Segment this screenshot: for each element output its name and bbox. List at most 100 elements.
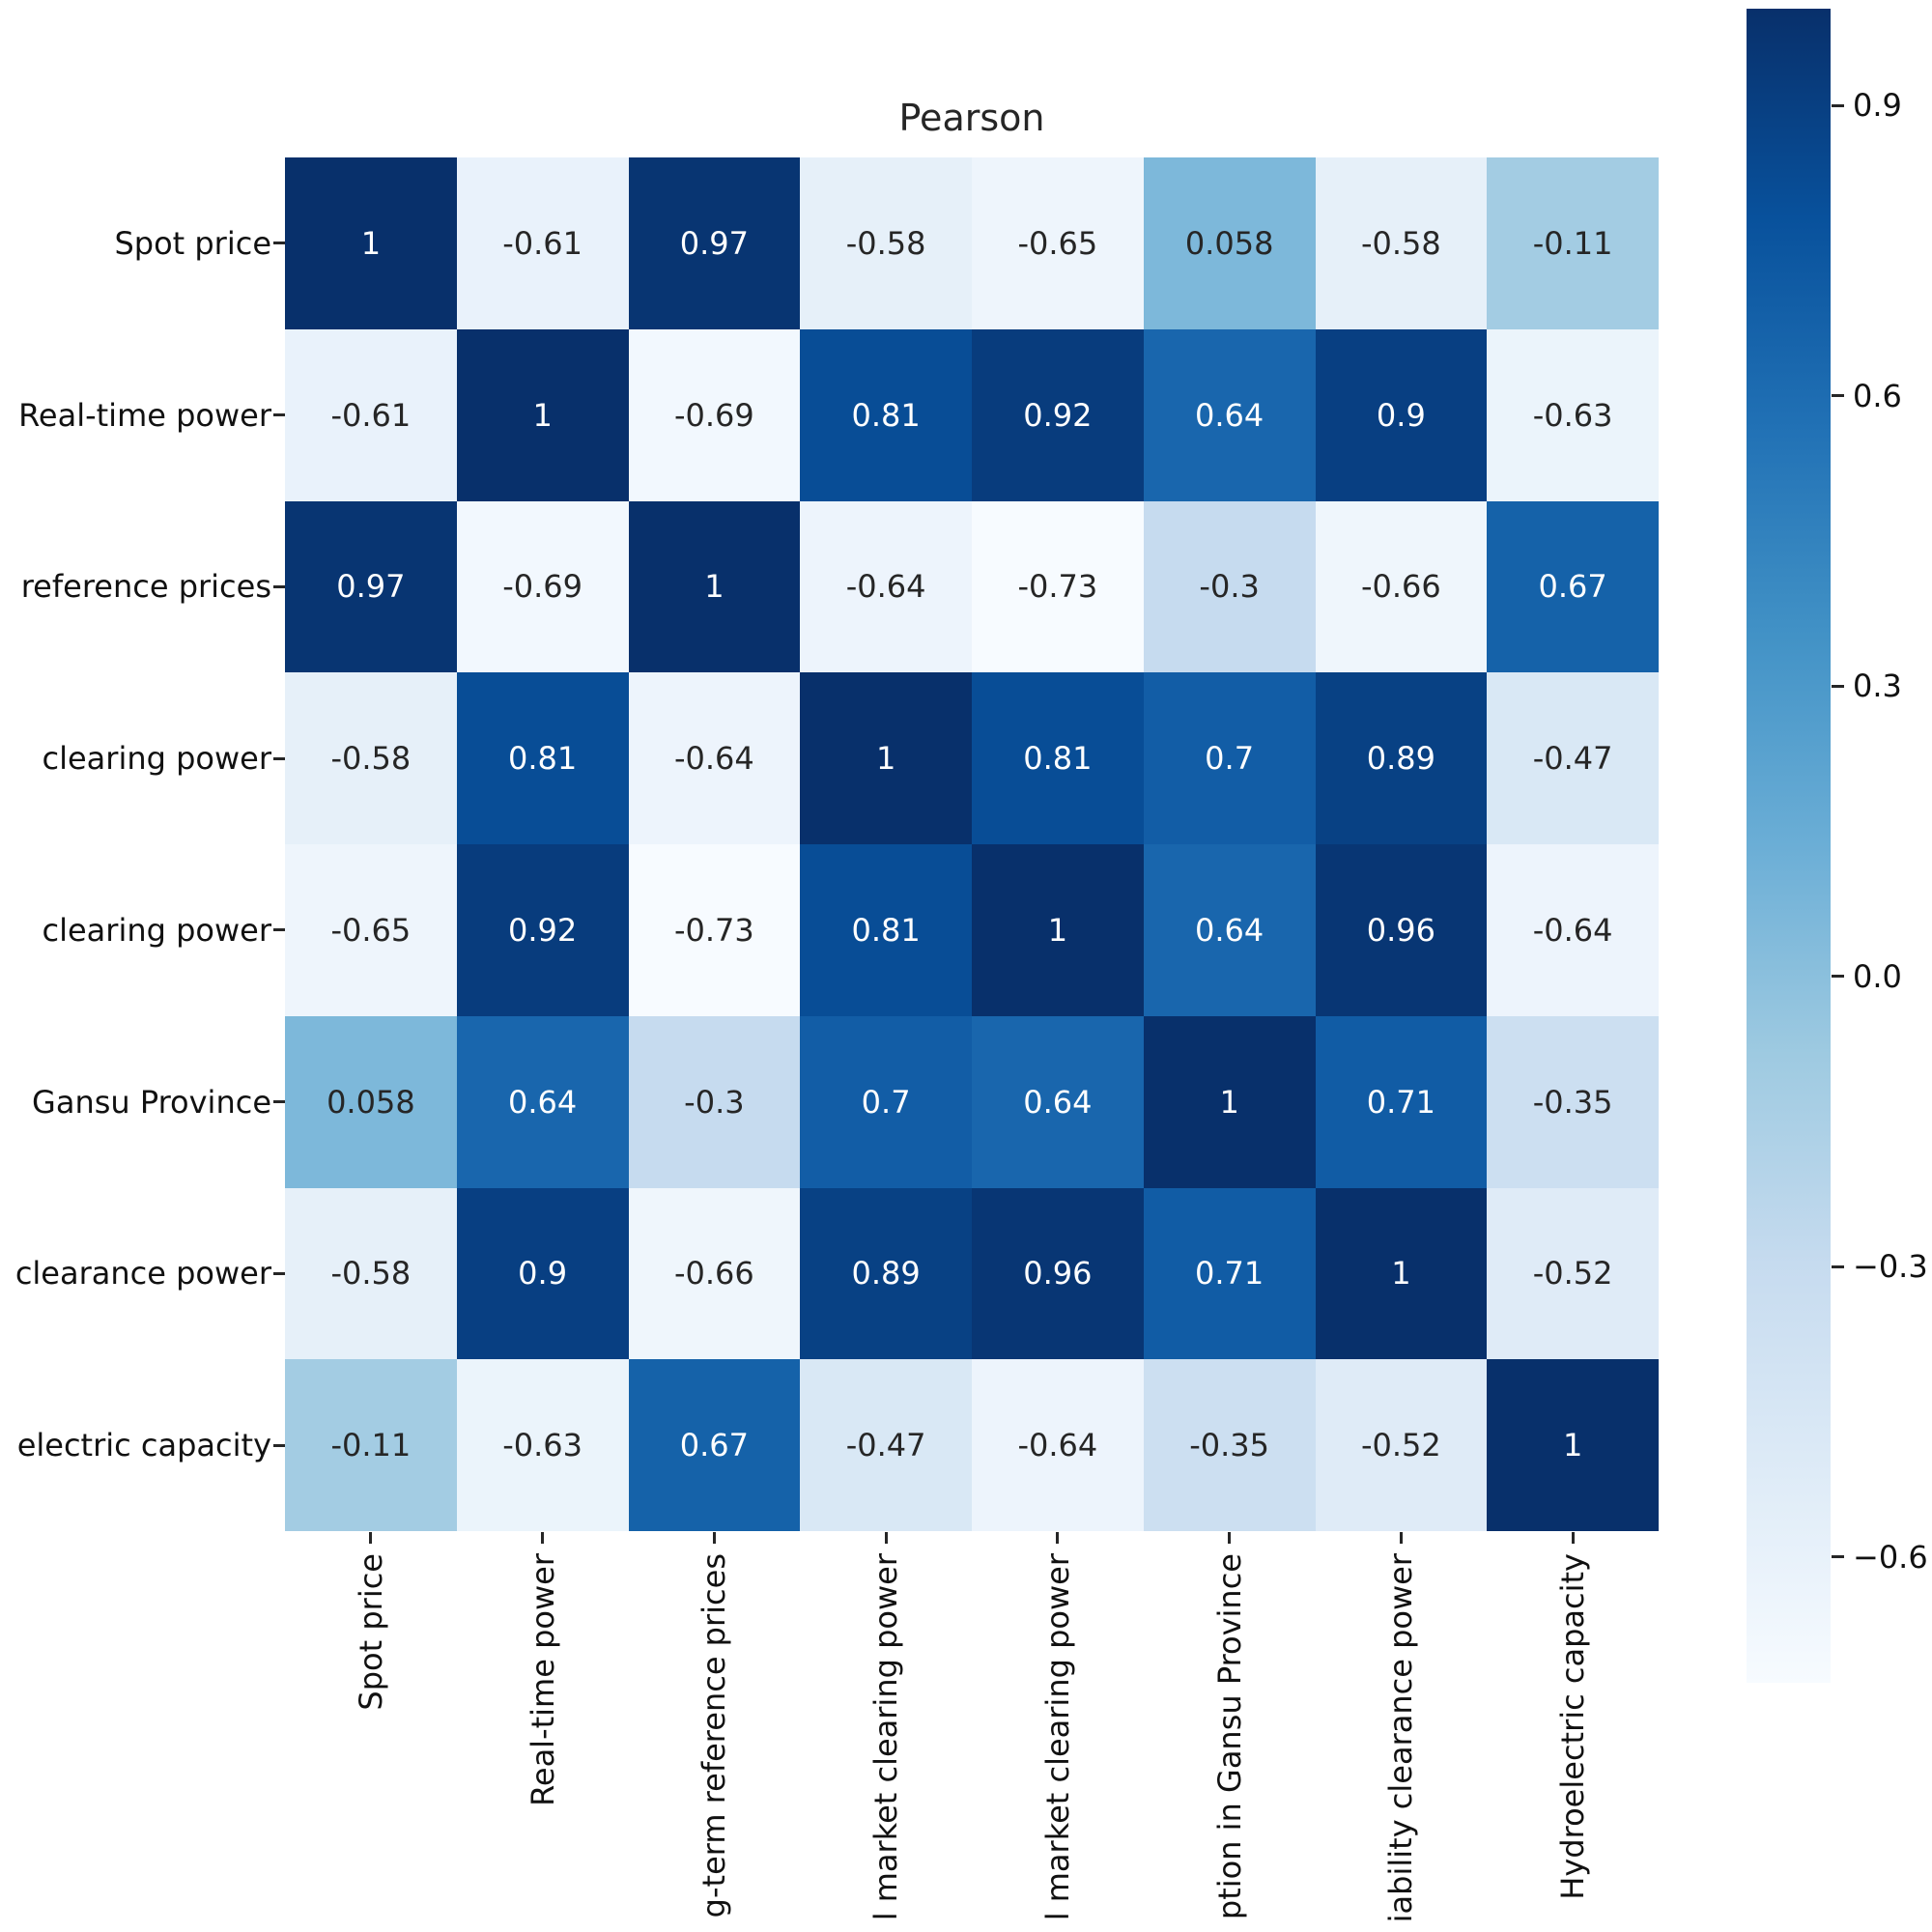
heatmap-cell: 0.64 [456,1015,629,1188]
colorbar [1747,9,1831,1683]
heatmap-cell: 0.67 [1487,500,1659,673]
column-label: iability clearance power [1382,1553,1420,1923]
row-label: clearing power [42,911,272,949]
heatmap-cell: 0.81 [800,328,972,501]
heatmap-cell: -0.58 [285,672,457,844]
heatmap-cell: -0.63 [1487,328,1659,501]
colorbar-tick-label: 0.0 [1853,957,1902,995]
y-axis-tick [273,756,285,760]
heatmap-cell: -0.52 [1315,1359,1488,1531]
column-label: g-term reference prices [696,1553,733,1918]
row-label: clearance power [14,1255,271,1293]
heatmap-cell: 0.89 [1315,672,1488,844]
heatmap-cell: 0.058 [1143,157,1316,329]
heatmap-cell: -0.61 [456,157,629,329]
heatmap-cell: 1 [972,844,1144,1016]
colorbar-tick [1832,103,1844,107]
heatmap-cell: -0.47 [1487,672,1659,844]
column-label: Hydroelectric capacity [1554,1553,1592,1900]
heatmap-cell: -0.65 [972,157,1144,329]
heatmap-cell: -0.52 [1487,1187,1659,1360]
heatmap-cell: -0.66 [628,1187,801,1360]
heatmap-cell: 1 [1487,1359,1659,1531]
colorbar-tick [1832,1264,1844,1268]
heatmap-cell: 1 [628,500,801,673]
heatmap-cell: 1 [1315,1187,1488,1360]
heatmap-cell: -0.58 [285,1187,457,1360]
heatmap-cell: 0.97 [628,157,801,329]
y-axis-tick [273,928,285,932]
x-axis-tick [1228,1532,1232,1544]
y-axis-tick [273,1100,285,1104]
heatmap-cell: 0.71 [1315,1015,1488,1188]
x-axis-tick [884,1532,888,1544]
heatmap-cell: 1 [1143,1015,1316,1188]
heatmap-cell: -0.3 [1143,500,1316,673]
x-axis-tick [541,1532,545,1544]
x-axis-tick [369,1532,373,1544]
row-label: electric capacity [16,1427,271,1464]
heatmap-cell: 0.92 [972,328,1144,501]
heatmap-cell: 0.71 [1143,1187,1316,1360]
heatmap-cell: -0.58 [800,157,972,329]
heatmap-cell: 0.64 [972,1015,1144,1188]
heatmap-cell: 0.058 [285,1015,457,1188]
x-axis-tick [1399,1532,1403,1544]
row-label: Real-time power [18,396,271,434]
heatmap-cell: -0.11 [285,1359,457,1531]
heatmap-cell: -0.35 [1143,1359,1316,1531]
heatmap-cell: 1 [800,672,972,844]
heatmap-cell: -0.35 [1487,1015,1659,1188]
heatmap-cell: 0.9 [456,1187,629,1360]
heatmap-cell: -0.69 [628,328,801,501]
colorbar-tick-label: −0.3 [1853,1248,1928,1286]
heatmap-cell: -0.58 [1315,157,1488,329]
heatmap-cell: 0.9 [1315,328,1488,501]
correlation-heatmap: 1 -0.61 0.97 -0.58 -0.65 0.058 -0.58 -0.11 -0.61… [285,157,1659,1531]
heatmap-cell: -0.69 [456,500,629,673]
heatmap-cell: -0.64 [800,500,972,673]
heatmap-cell: 0.81 [800,844,972,1016]
colorbar-tick-label: 0.6 [1853,377,1902,414]
x-axis-tick [1571,1532,1575,1544]
column-label: Real-time power [524,1553,561,1806]
column-label: ption in Gansu Province [1210,1553,1248,1920]
column-label: Spot price [352,1553,389,1711]
heatmap-cell: -0.73 [972,500,1144,673]
heatmap-cell: 0.89 [800,1187,972,1360]
colorbar-tick-label: −0.6 [1853,1538,1928,1576]
heatmap-cell: -0.47 [800,1359,972,1531]
row-label: clearing power [42,740,272,778]
x-axis-tick [1056,1532,1060,1544]
column-label: l market clearing power [1038,1553,1076,1921]
colorbar-tick [1832,684,1844,688]
heatmap-cell: 0.64 [1143,328,1316,501]
heatmap-cell: -0.3 [628,1015,801,1188]
heatmap-cell: -0.73 [628,844,801,1016]
row-label: Gansu Province [32,1083,271,1121]
colorbar-tick-label: 0.3 [1853,668,1902,705]
row-label: reference prices [20,568,271,606]
row-label: Spot price [114,224,271,262]
colorbar-tick [1832,975,1844,979]
x-axis-tick [712,1532,716,1544]
column-label: l market clearing power [867,1553,905,1921]
y-axis-tick [273,242,285,245]
heatmap-cell: -0.63 [456,1359,629,1531]
heatmap-cell: 0.81 [456,672,629,844]
heatmap-cell: -0.66 [1315,500,1488,673]
heatmap-cell: 0.96 [1315,844,1488,1016]
heatmap-cell: 1 [456,328,629,501]
heatmap-cell: -0.11 [1487,157,1659,329]
y-axis-tick [273,1271,285,1275]
heatmap-cell: 1 [285,157,457,329]
y-axis-tick [273,584,285,588]
chart-title: Pearson [898,97,1045,139]
colorbar-tick [1832,394,1844,398]
heatmap-cell: -0.64 [972,1359,1144,1531]
y-axis-tick [273,1443,285,1447]
heatmap-cell: 0.7 [1143,672,1316,844]
heatmap-cell: 0.7 [800,1015,972,1188]
heatmap-cell: -0.64 [628,672,801,844]
